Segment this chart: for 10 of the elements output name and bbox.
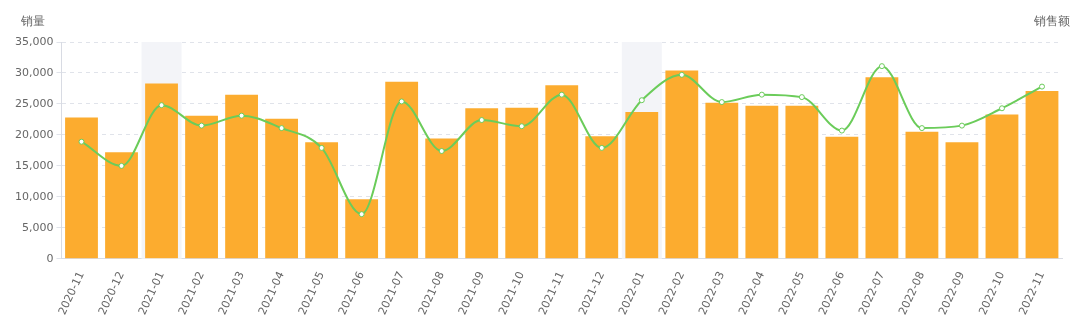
y-tick-label: 0 bbox=[46, 251, 54, 265]
y-axis-title: 销量 bbox=[20, 14, 46, 29]
y-tick-label: 5,000 bbox=[21, 220, 54, 234]
y-tick-label: 30,000 bbox=[14, 65, 54, 79]
y2-axis-title: 销售额 bbox=[1033, 14, 1070, 29]
y-tick-label: 15,000 bbox=[14, 158, 54, 172]
y-tick-label: 25,000 bbox=[14, 96, 54, 110]
y-tick-label: 10,000 bbox=[14, 189, 54, 203]
y-tick-label: 35,000 bbox=[14, 34, 54, 48]
y-tick-label: 20,000 bbox=[14, 127, 54, 141]
